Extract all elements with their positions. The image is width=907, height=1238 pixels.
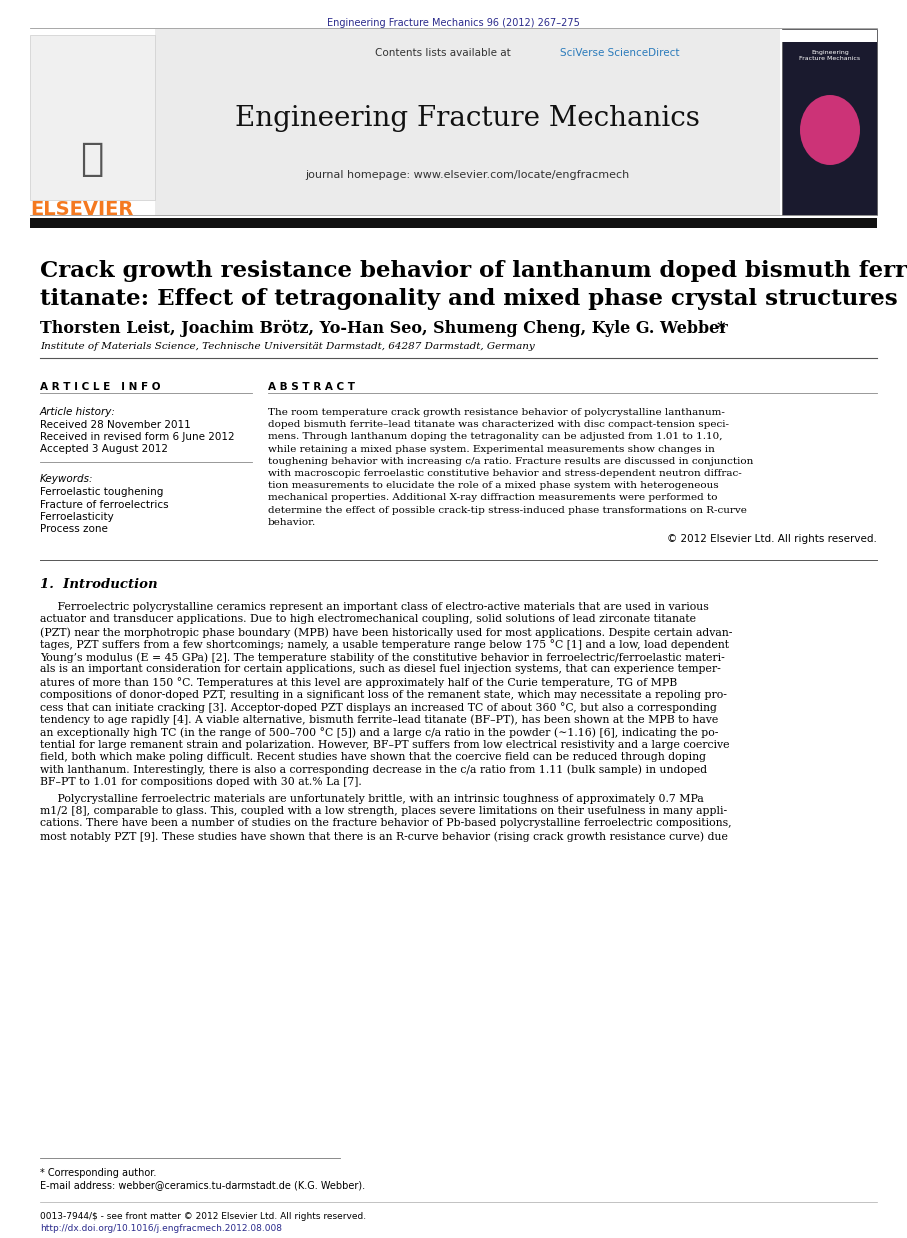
Text: compositions of donor-doped PZT, resulting in a significant loss of the remanent: compositions of donor-doped PZT, resulti…	[40, 690, 727, 699]
Text: A B S T R A C T: A B S T R A C T	[268, 383, 355, 392]
Text: toughening behavior with increasing c/a ratio. Fracture results are discussed in: toughening behavior with increasing c/a …	[268, 457, 754, 465]
Text: Thorsten Leist, Joachim Brötz, Yo-Han Seo, Shumeng Cheng, Kyle G. Webber: Thorsten Leist, Joachim Brötz, Yo-Han Se…	[40, 319, 727, 337]
Text: Polycrystalline ferroelectric materials are unfortunately brittle, with an intri: Polycrystalline ferroelectric materials …	[40, 794, 704, 803]
Text: behavior.: behavior.	[268, 517, 317, 527]
Text: while retaining a mixed phase system. Experimental measurements show changes in: while retaining a mixed phase system. Ex…	[268, 444, 715, 453]
Text: Keywords:: Keywords:	[40, 474, 93, 484]
Bar	[30, 218, 877, 228]
Text: 0013-7944/$ - see front matter © 2012 Elsevier Ltd. All rights reserved.: 0013-7944/$ - see front matter © 2012 El…	[40, 1212, 366, 1221]
Bar	[782, 28, 877, 215]
Text: (PZT) near the morphotropic phase boundary (MPB) have been historically used for: (PZT) near the morphotropic phase bounda…	[40, 626, 732, 638]
Text: BF–PT to 1.01 for compositions doped with 30 at.% La [7].: BF–PT to 1.01 for compositions doped wit…	[40, 777, 362, 787]
Text: with macroscopic ferroelastic constitutive behavior and stress-dependent neutron: with macroscopic ferroelastic constituti…	[268, 469, 742, 478]
Text: tages, PZT suffers from a few shortcomings; namely, a usable temperature range b: tages, PZT suffers from a few shortcomin…	[40, 640, 729, 650]
Text: E-mail address: webber@ceramics.tu-darmstadt.de (K.G. Webber).: E-mail address: webber@ceramics.tu-darms…	[40, 1180, 366, 1190]
Text: mens. Through lanthanum doping the tetragonality can be adjusted from 1.01 to 1.: mens. Through lanthanum doping the tetra…	[268, 432, 723, 442]
Text: Received in revised form 6 June 2012: Received in revised form 6 June 2012	[40, 432, 235, 442]
Bar	[782, 30, 877, 42]
Text: determine the effect of possible crack-tip stress-induced phase transformations : determine the effect of possible crack-t…	[268, 505, 746, 515]
Ellipse shape	[800, 95, 860, 165]
Text: journal homepage: www.elsevier.com/locate/engfracmech: journal homepage: www.elsevier.com/locat…	[305, 170, 629, 180]
Text: Ferroelectric polycrystalline ceramics represent an important class of electro-a: Ferroelectric polycrystalline ceramics r…	[40, 602, 708, 612]
Text: field, both which make poling difficult. Recent studies have shown that the coer: field, both which make poling difficult.…	[40, 751, 706, 763]
Text: with lanthanum. Interestingly, there is also a corresponding decrease in the c/a: with lanthanum. Interestingly, there is …	[40, 765, 707, 775]
Text: © 2012 Elsevier Ltd. All rights reserved.: © 2012 Elsevier Ltd. All rights reserved…	[668, 534, 877, 543]
Text: Accepted 3 August 2012: Accepted 3 August 2012	[40, 444, 168, 454]
Text: cations. There have been a number of studies on the fracture behavior of Pb-base: cations. There have been a number of stu…	[40, 818, 732, 828]
Text: 🌲: 🌲	[81, 140, 103, 178]
Text: A R T I C L E   I N F O: A R T I C L E I N F O	[40, 383, 161, 392]
Text: Crack growth resistance behavior of lanthanum doped bismuth ferrite–lead: Crack growth resistance behavior of lant…	[40, 260, 907, 282]
Text: atures of more than 150 °C. Temperatures at this level are approximately half of: atures of more than 150 °C. Temperatures…	[40, 677, 678, 688]
Text: most notably PZT [9]. These studies have shown that there is an R-curve behavior: most notably PZT [9]. These studies have…	[40, 831, 728, 842]
Bar	[155, 28, 780, 215]
Text: Contents lists available at: Contents lists available at	[375, 48, 514, 58]
Text: titanate: Effect of tetragonality and mixed phase crystal structures: titanate: Effect of tetragonality and mi…	[40, 288, 898, 310]
Text: 1.  Introduction: 1. Introduction	[40, 578, 158, 591]
Text: Article history:: Article history:	[40, 407, 116, 417]
Text: Engineering Fracture Mechanics 96 (2012) 267–275: Engineering Fracture Mechanics 96 (2012)…	[327, 19, 580, 28]
Text: ELSEVIER: ELSEVIER	[30, 201, 133, 219]
Text: m1/2 [8], comparable to glass. This, coupled with a low strength, places severe : m1/2 [8], comparable to glass. This, cou…	[40, 806, 727, 816]
Text: Ferroelastic toughening: Ferroelastic toughening	[40, 487, 163, 496]
Text: actuator and transducer applications. Due to high electromechanical coupling, so: actuator and transducer applications. Du…	[40, 614, 696, 624]
Text: Fracture of ferroelectrics: Fracture of ferroelectrics	[40, 499, 169, 510]
Text: tendency to age rapidly [4]. A viable alternative, bismuth ferrite–lead titanate: tendency to age rapidly [4]. A viable al…	[40, 714, 718, 725]
Text: Received 28 November 2011: Received 28 November 2011	[40, 420, 190, 430]
Text: an exceptionally high TC (in the range of 500–700 °C [5]) and a large c/a ratio : an exceptionally high TC (in the range o…	[40, 727, 718, 738]
Text: Ferroelasticity: Ferroelasticity	[40, 513, 113, 522]
Text: *: *	[717, 319, 726, 337]
Text: tion measurements to elucidate the role of a mixed phase system with heterogeneo: tion measurements to elucidate the role …	[268, 482, 718, 490]
Bar	[30, 35, 155, 201]
Text: SciVerse ScienceDirect: SciVerse ScienceDirect	[560, 48, 679, 58]
Text: cess that can initiate cracking [3]. Acceptor-doped PZT displays an increased TC: cess that can initiate cracking [3]. Acc…	[40, 702, 717, 713]
Text: Institute of Materials Science, Technische Universität Darmstadt, 64287 Darmstad: Institute of Materials Science, Technisc…	[40, 342, 535, 352]
Text: Engineering Fracture Mechanics: Engineering Fracture Mechanics	[235, 105, 699, 132]
Text: mechanical properties. Additional X-ray diffraction measurements were performed : mechanical properties. Additional X-ray …	[268, 494, 717, 503]
Text: als is an important consideration for certain applications, such as diesel fuel : als is an important consideration for ce…	[40, 665, 721, 675]
Text: Young’s modulus (E = 45 GPa) [2]. The temperature stability of the constitutive : Young’s modulus (E = 45 GPa) [2]. The te…	[40, 652, 725, 662]
Text: tential for large remanent strain and polarization. However, BF–PT suffers from : tential for large remanent strain and po…	[40, 739, 729, 749]
Text: http://dx.doi.org/10.1016/j.engfracmech.2012.08.008: http://dx.doi.org/10.1016/j.engfracmech.…	[40, 1224, 282, 1233]
Text: The room temperature crack growth resistance behavior of polycrystalline lanthan: The room temperature crack growth resist…	[268, 409, 725, 417]
Text: * Corresponding author.: * Corresponding author.	[40, 1167, 156, 1179]
Text: Engineering
Fracture Mechanics: Engineering Fracture Mechanics	[799, 50, 861, 61]
Text: Process zone: Process zone	[40, 525, 108, 535]
Text: doped bismuth ferrite–lead titanate was characterized with disc compact-tension : doped bismuth ferrite–lead titanate was …	[268, 420, 729, 430]
